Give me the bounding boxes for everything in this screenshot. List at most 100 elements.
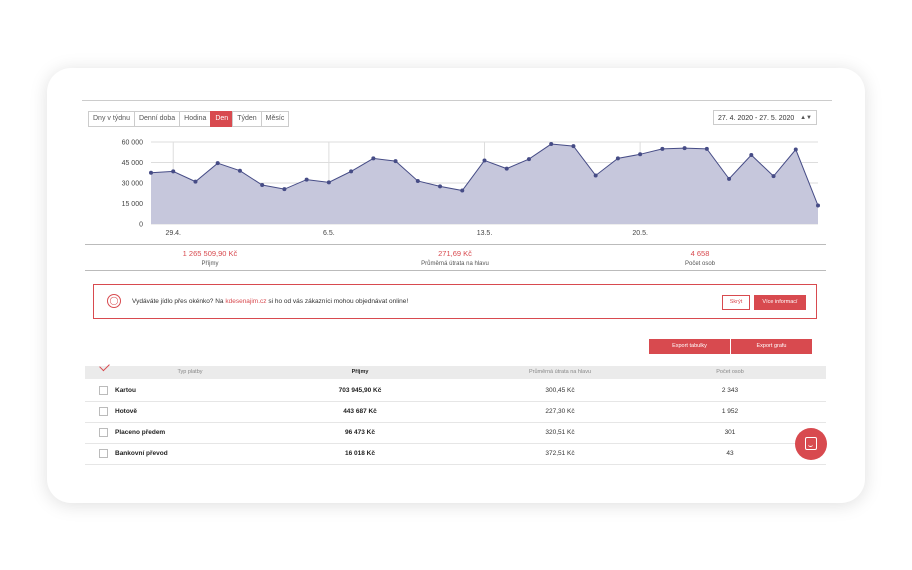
- tab-time-of-day[interactable]: Denní doba: [133, 111, 181, 127]
- cell-average: 372,51 Kč: [545, 450, 575, 457]
- data-point: [349, 169, 354, 174]
- data-point: [260, 183, 265, 188]
- cell-average: 300,45 Kč: [545, 387, 575, 394]
- data-point: [371, 156, 376, 161]
- cell-average: 320,51 Kč: [545, 429, 575, 436]
- header-persons[interactable]: Počet osob: [716, 369, 744, 375]
- data-point: [526, 157, 531, 162]
- promo-text-after: si ho od vás zákazníci mohou objednávat …: [266, 298, 409, 305]
- data-point: [615, 156, 620, 161]
- data-point: [660, 146, 665, 151]
- data-point: [504, 166, 509, 171]
- data-point: [593, 173, 598, 178]
- table-row[interactable]: Placeno předem 96 473 Kč 320,51 Kč 301: [85, 422, 826, 444]
- cell-revenue: 443 687 Kč: [343, 408, 377, 415]
- summary-revenue: 1 265 509,90 Kč Příjmy: [110, 249, 310, 267]
- data-point: [171, 169, 176, 174]
- x-tick-label: 20.5.: [632, 230, 648, 237]
- date-range-select[interactable]: 27. 4. 2020 - 27. 5. 2020 ▲▼: [713, 110, 817, 125]
- data-point: [571, 144, 576, 149]
- row-checkbox[interactable]: [99, 386, 108, 395]
- y-tick-label: 15 000: [122, 201, 144, 208]
- data-point: [749, 152, 754, 157]
- data-point: [460, 188, 465, 193]
- table-row[interactable]: Hotově 443 687 Kč 227,30 Kč 1 952: [85, 401, 826, 423]
- row-checkbox[interactable]: [99, 428, 108, 437]
- cell-payment-type: Placeno předem: [115, 429, 166, 436]
- data-point: [237, 168, 242, 173]
- data-point: [704, 146, 709, 151]
- data-point: [393, 159, 398, 164]
- top-divider: [82, 100, 832, 101]
- lightbulb-icon: ◯: [107, 294, 121, 308]
- summary-average-value: 271,69 Kč: [438, 249, 472, 258]
- tab-week[interactable]: Týden: [232, 111, 262, 127]
- cell-payment-type: Bankovní převod: [115, 450, 168, 457]
- promo-banner: ◯ Vydáváte jídlo přes okénko? Na kdesena…: [93, 284, 817, 319]
- period-tabs: Dny v týdnu Denní doba Hodina Den Týden …: [88, 111, 290, 127]
- data-point: [482, 158, 487, 163]
- row-checkbox[interactable]: [99, 407, 108, 416]
- cell-persons: 1 952: [721, 408, 739, 415]
- data-point: [282, 187, 287, 192]
- table-header: Typ platby Příjmy Průměrná útrata na hla…: [85, 366, 826, 379]
- tab-month[interactable]: Měsíc: [260, 111, 290, 127]
- hide-button[interactable]: Skrýt: [722, 295, 750, 310]
- data-point: [549, 142, 554, 147]
- cell-revenue: 96 473 Kč: [345, 429, 375, 436]
- y-tick-label: 45 000: [122, 160, 144, 167]
- cell-payment-type: Hotově: [115, 408, 138, 415]
- summary-average-label: Průměrná útrata na hlavu: [421, 261, 489, 267]
- summary-revenue-label: Příjmy: [201, 261, 219, 267]
- x-tick-label: 6.5.: [323, 230, 335, 237]
- export-table-button[interactable]: Export tabulky: [649, 339, 730, 354]
- chat-icon: [805, 437, 817, 450]
- date-range-value: 27. 4. 2020 - 27. 5. 2020: [718, 115, 795, 122]
- cell-revenue: 703 945,90 Kč: [338, 387, 382, 394]
- data-point: [682, 146, 687, 151]
- promo-text-before: Vydáváte jídlo přes okénko? Na: [132, 298, 226, 305]
- promo-text: Vydáváte jídlo přes okénko? Na kdesenaji…: [132, 298, 408, 305]
- data-point: [215, 161, 220, 166]
- cell-persons: 2 343: [721, 387, 739, 394]
- tab-day[interactable]: Den: [210, 111, 234, 127]
- x-tick-label: 29.4.: [165, 230, 181, 237]
- cell-revenue: 16 018 Kč: [345, 450, 375, 457]
- tab-days-of-week[interactable]: Dny v týdnu: [88, 111, 135, 127]
- header-revenue[interactable]: Příjmy: [351, 369, 369, 375]
- tab-hour[interactable]: Hodina: [179, 111, 212, 127]
- table-row[interactable]: Bankovní převod 16 018 Kč 372,51 Kč 43: [85, 443, 826, 465]
- cell-persons: 301: [724, 429, 736, 436]
- cell-payment-type: Kartou: [115, 387, 136, 394]
- area-fill: [151, 144, 818, 224]
- header-average[interactable]: Průměrná útrata na hlavu: [528, 369, 592, 375]
- table-row[interactable]: Kartou 703 945,90 Kč 300,45 Kč 2 343: [85, 380, 826, 402]
- more-info-button[interactable]: Více informací: [754, 295, 806, 310]
- data-point: [304, 177, 309, 182]
- data-point: [438, 184, 443, 189]
- sort-arrows-icon: ▲▼: [800, 115, 812, 121]
- cell-average: 227,30 Kč: [545, 408, 575, 415]
- data-point: [149, 170, 153, 175]
- summary-revenue-value: 1 265 509,90 Kč: [182, 249, 238, 258]
- data-point: [771, 174, 776, 179]
- data-point: [638, 152, 643, 157]
- summary-average: 271,69 Kč Průměrná útrata na hlavu: [355, 249, 555, 267]
- y-tick-label: 0: [139, 222, 143, 229]
- export-chart-button[interactable]: Export grafu: [731, 339, 812, 354]
- y-tick-label: 60 000: [122, 140, 144, 147]
- summary-persons: 4 658 Počet osob: [600, 249, 800, 267]
- data-point: [326, 180, 331, 185]
- x-tick-label: 13.5.: [477, 230, 493, 237]
- cell-persons: 43: [726, 450, 734, 457]
- promo-link[interactable]: kdesenajim.cz: [225, 298, 267, 305]
- revenue-chart: 60 000 45 000 30 000 15 000 0 29.4. 6.5. 13.5. 2…: [122, 140, 820, 237]
- y-tick-label: 30 000: [122, 181, 144, 188]
- summary-persons-label: Počet osob: [684, 261, 716, 267]
- data-point: [727, 176, 732, 181]
- header-payment-type[interactable]: Typ platby: [177, 369, 203, 375]
- row-checkbox[interactable]: [99, 449, 108, 458]
- summary-divider-bottom: [85, 270, 826, 271]
- chat-button[interactable]: [795, 428, 827, 460]
- data-point: [816, 203, 820, 208]
